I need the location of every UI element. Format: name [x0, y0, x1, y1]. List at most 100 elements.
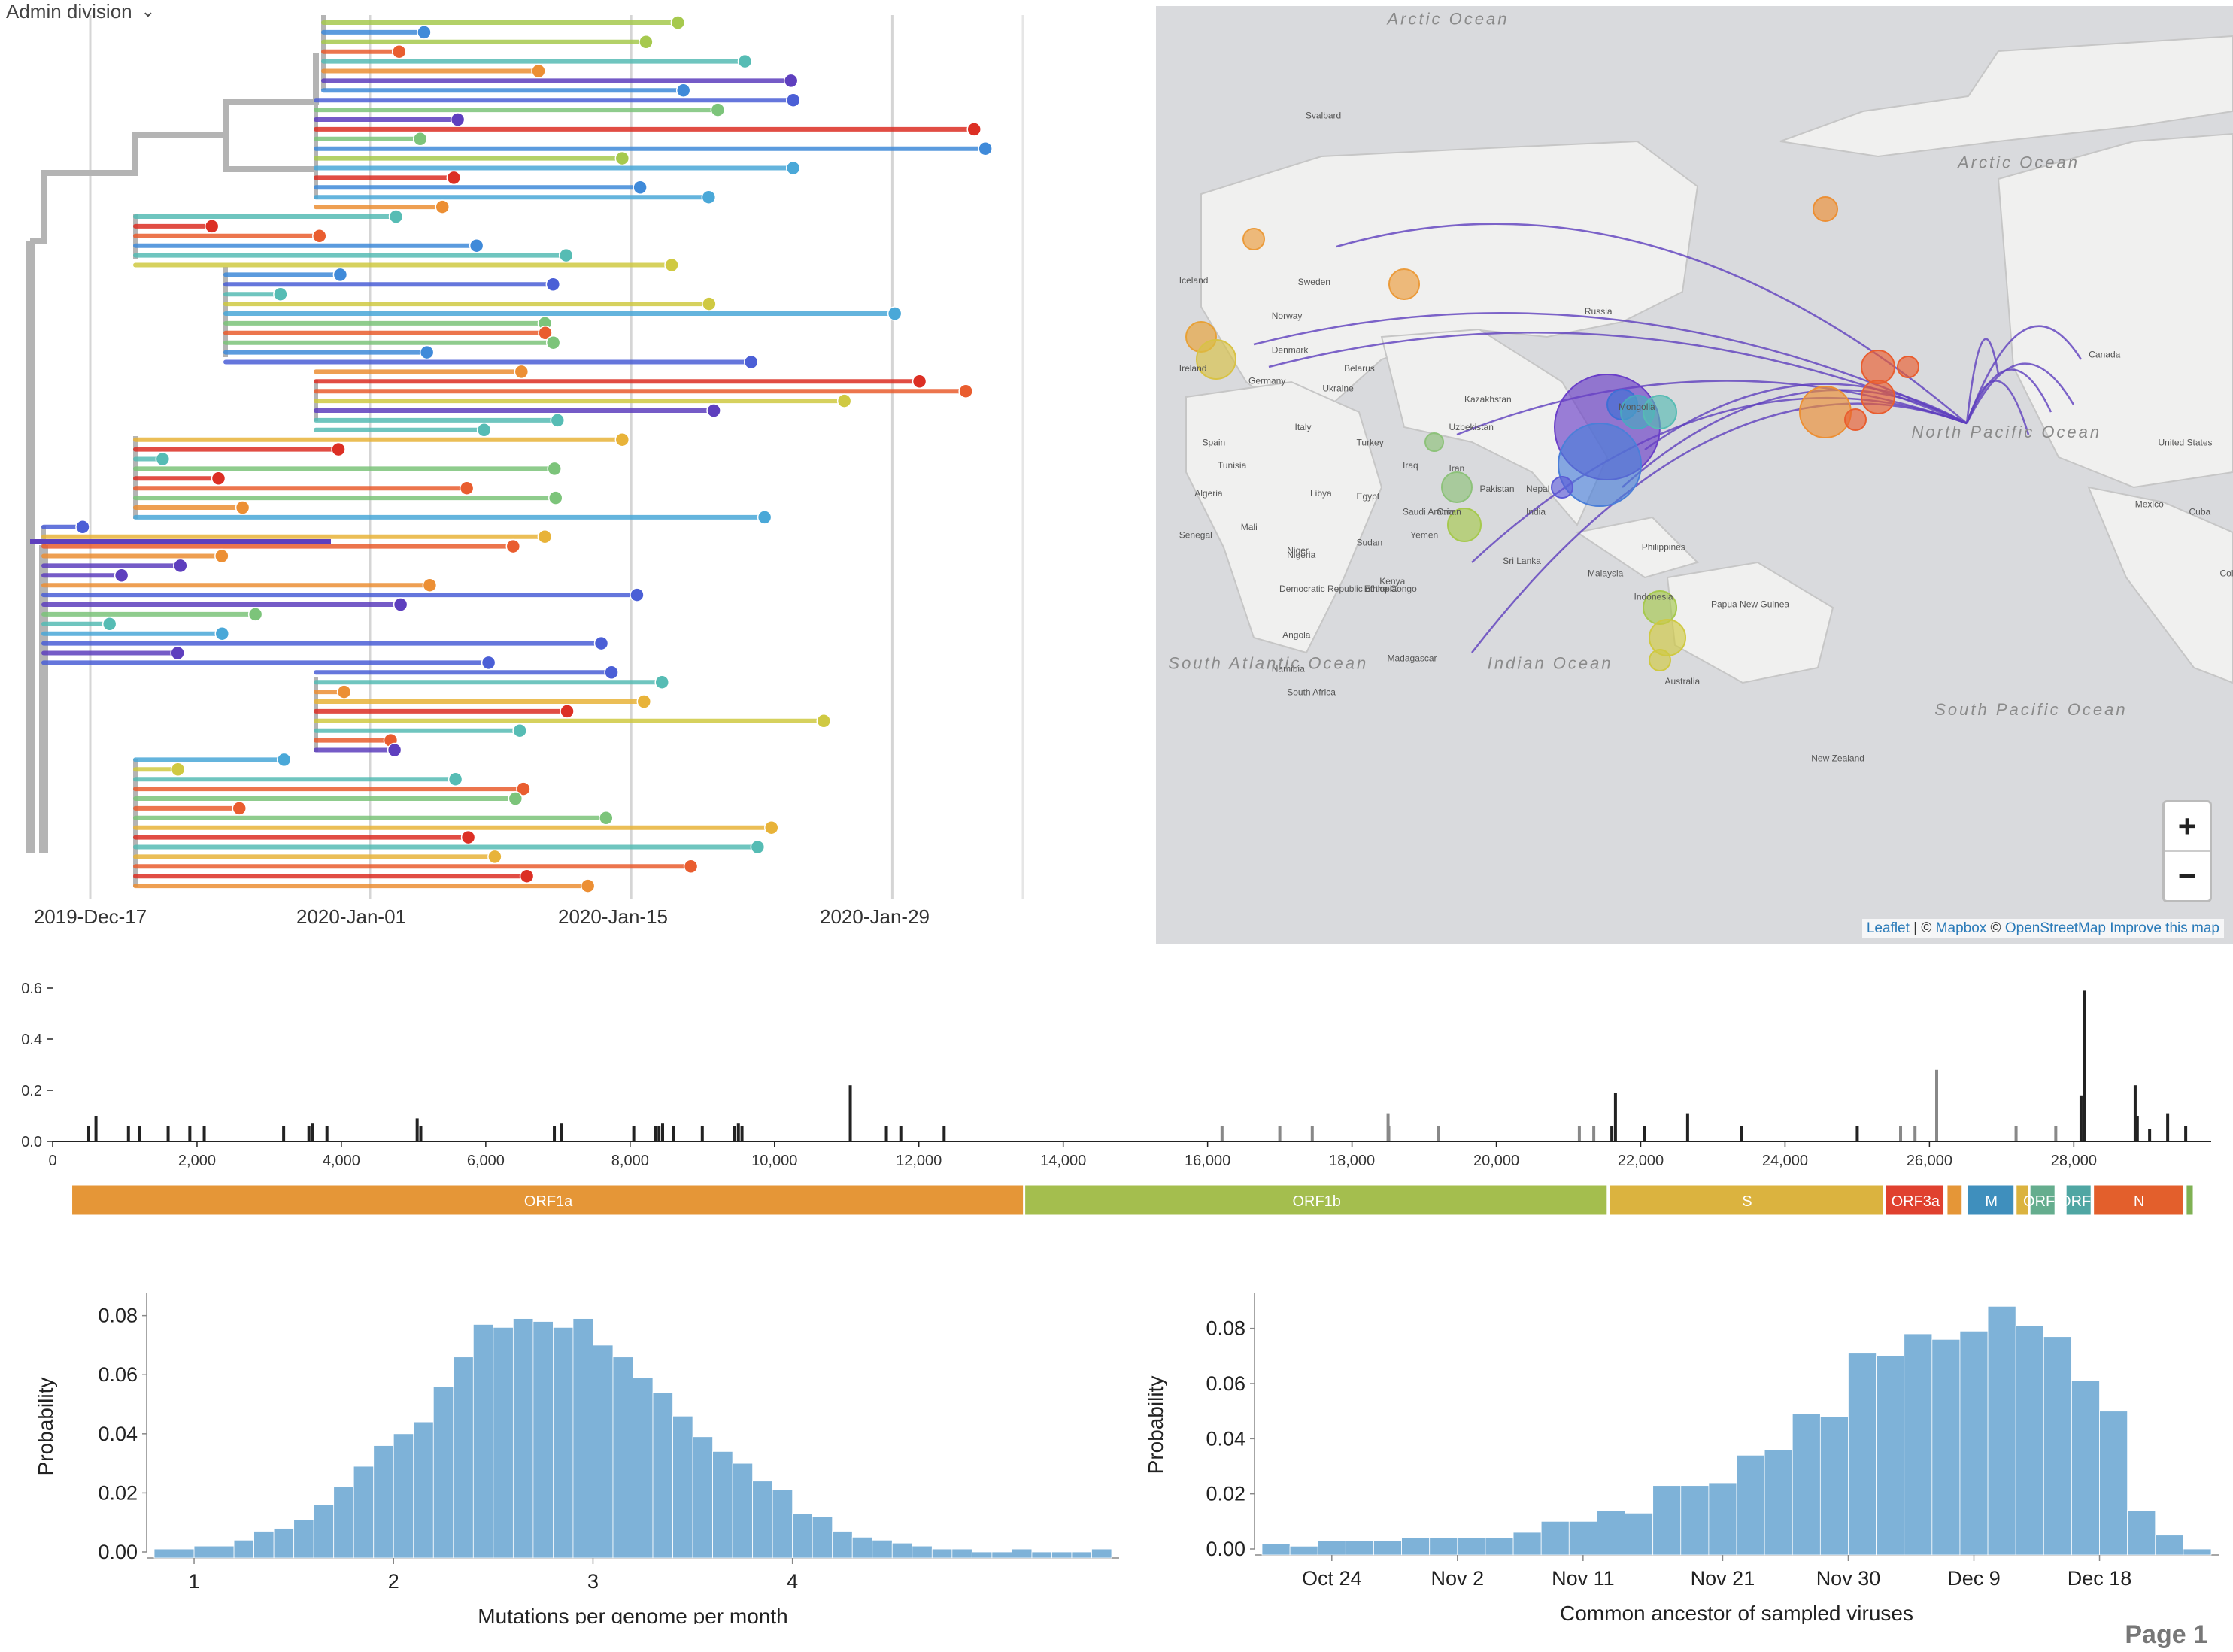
histogram-bar — [413, 1421, 434, 1559]
zoom-out-button[interactable]: − — [2165, 850, 2210, 900]
tree-tip — [531, 63, 546, 79]
histogram-bar — [1959, 1330, 1989, 1556]
tree-tip — [214, 626, 230, 641]
tree-tip — [155, 451, 171, 467]
y-tick-label: 0.06 — [1206, 1372, 1245, 1395]
tree-tip — [958, 383, 973, 399]
entropy-bar — [166, 1126, 170, 1141]
y-tick-label: 0.04 — [98, 1423, 138, 1445]
map-label: Algeria — [1194, 488, 1223, 499]
histogram-bar — [672, 1415, 693, 1559]
improve-map-link[interactable]: Improve this map — [2110, 920, 2219, 936]
tree-tip — [419, 344, 435, 360]
phylogeny-tree[interactable] — [0, 0, 1143, 947]
entropy-bar — [942, 1126, 946, 1141]
map-label: Belarus — [1344, 363, 1375, 374]
histogram-bar — [633, 1377, 654, 1559]
x-axis-label: Mutations per genome per month — [478, 1605, 787, 1624]
tree-tip — [887, 306, 903, 321]
map-label: Sudan — [1357, 538, 1383, 548]
tree-tip — [545, 277, 561, 293]
map-label: North Pacific Ocean — [1912, 423, 2102, 441]
gene-block — [2016, 1184, 2029, 1216]
osm-link[interactable]: OpenStreetMap — [2004, 920, 2106, 936]
entropy-bar — [2148, 1129, 2152, 1141]
histogram-bar — [572, 1318, 593, 1559]
map-label: Philippines — [1642, 542, 1685, 553]
x-tick-label: 10,000 — [751, 1153, 797, 1169]
tree-tip — [481, 655, 496, 671]
histogram-bar — [1792, 1413, 1821, 1556]
attribution-sep: © — [1986, 920, 2005, 936]
tree-tip — [966, 122, 981, 137]
entropy-bar — [325, 1126, 329, 1141]
histogram-bar — [1652, 1485, 1682, 1556]
page-number: Page 1 — [2125, 1620, 2207, 1649]
y-tick-label: 0.00 — [1206, 1538, 1245, 1560]
histogram-bar — [313, 1504, 335, 1559]
y-axis-label: Probability — [34, 1378, 57, 1476]
entropy-bar — [2014, 1126, 2018, 1141]
histogram-bar — [2127, 1510, 2156, 1556]
tree-tip — [173, 558, 188, 574]
entropy-bar — [657, 1126, 661, 1141]
histogram-bar — [233, 1539, 255, 1559]
y-tick-label: 0.08 — [98, 1305, 138, 1327]
transmission-arc — [1965, 325, 2083, 424]
map-label: Pakistan — [1480, 483, 1515, 494]
x-tick-label: Nov 30 — [1816, 1567, 1881, 1590]
zoom-in-button[interactable]: + — [2177, 808, 2197, 844]
histogram-bar — [593, 1344, 614, 1559]
y-tick-label: 0.02 — [98, 1481, 138, 1504]
x-tick-label: 4 — [787, 1570, 798, 1593]
tree-tip — [476, 423, 492, 438]
tree-tip — [469, 238, 484, 253]
entropy-bar — [2135, 1116, 2139, 1141]
entropy-bar — [282, 1126, 286, 1141]
transmission-map[interactable]: Arctic Ocean Arctic Ocean Svalbard Iceland S… — [1156, 6, 2233, 944]
tmrca-histogram: 0.00 0.02 0.04 0.06 0.08 Oct 24 Nov 2 Nov 11 Nov… — [1144, 1293, 2219, 1624]
x-tick-label: 2 — [388, 1570, 399, 1593]
tree-tip — [614, 432, 630, 447]
histogram-bar — [1512, 1532, 1542, 1556]
gene-block — [2029, 1184, 2056, 1216]
histogram-bar — [453, 1356, 474, 1559]
map-label: Iran — [1449, 463, 1465, 474]
entropy-bar — [86, 1126, 90, 1141]
transmission-arc — [1644, 383, 1968, 451]
entropy-bar — [654, 1126, 657, 1141]
tree-tip — [276, 752, 292, 768]
entropy-bar — [884, 1126, 888, 1141]
tree-tip — [816, 714, 832, 729]
entropy-bar — [1613, 1093, 1617, 1141]
gene-block — [1967, 1184, 2015, 1216]
entropy-bar — [1740, 1126, 1743, 1141]
location-marker — [1196, 339, 1236, 380]
map-canvas[interactable]: Arctic Ocean Arctic Ocean Svalbard Iceland S… — [1156, 6, 2233, 944]
mapbox-link[interactable]: Mapbox — [1935, 920, 1987, 936]
map-label: Turkey — [1357, 437, 1384, 447]
tree-tip — [417, 25, 432, 40]
entropy-bar — [311, 1123, 314, 1141]
genome-diversity-chart[interactable]: 0.0 0.2 0.4 0.6 0 2,000 4,000 6,000 8,000 10,000 1… — [0, 978, 2233, 1263]
entropy-bar — [2184, 1126, 2188, 1141]
y-tick-label: 0.2 — [21, 1083, 42, 1099]
tree-tip — [412, 132, 428, 147]
map-label: United States — [2159, 437, 2213, 447]
color-by-dropdown[interactable]: Admin division ⌄ — [6, 0, 155, 23]
histogram-bar — [432, 1386, 454, 1559]
map-label: Sweden — [1298, 277, 1330, 287]
x-axis-label: Common ancestor of sampled viruses — [1560, 1602, 1913, 1624]
location-marker — [1441, 471, 1473, 503]
transmission-arc — [1965, 362, 2075, 424]
entropy-bar — [307, 1126, 311, 1141]
tree-tip — [550, 413, 566, 428]
leaflet-link[interactable]: Leaflet — [1866, 920, 1910, 936]
gene-block — [71, 1184, 1024, 1216]
y-axis-label: Probability — [1144, 1376, 1167, 1475]
histogram-bar — [1764, 1449, 1793, 1556]
entropy-bar — [736, 1123, 740, 1141]
histogram-bar — [174, 1548, 195, 1559]
gene-label: ORF1b — [1292, 1193, 1340, 1210]
